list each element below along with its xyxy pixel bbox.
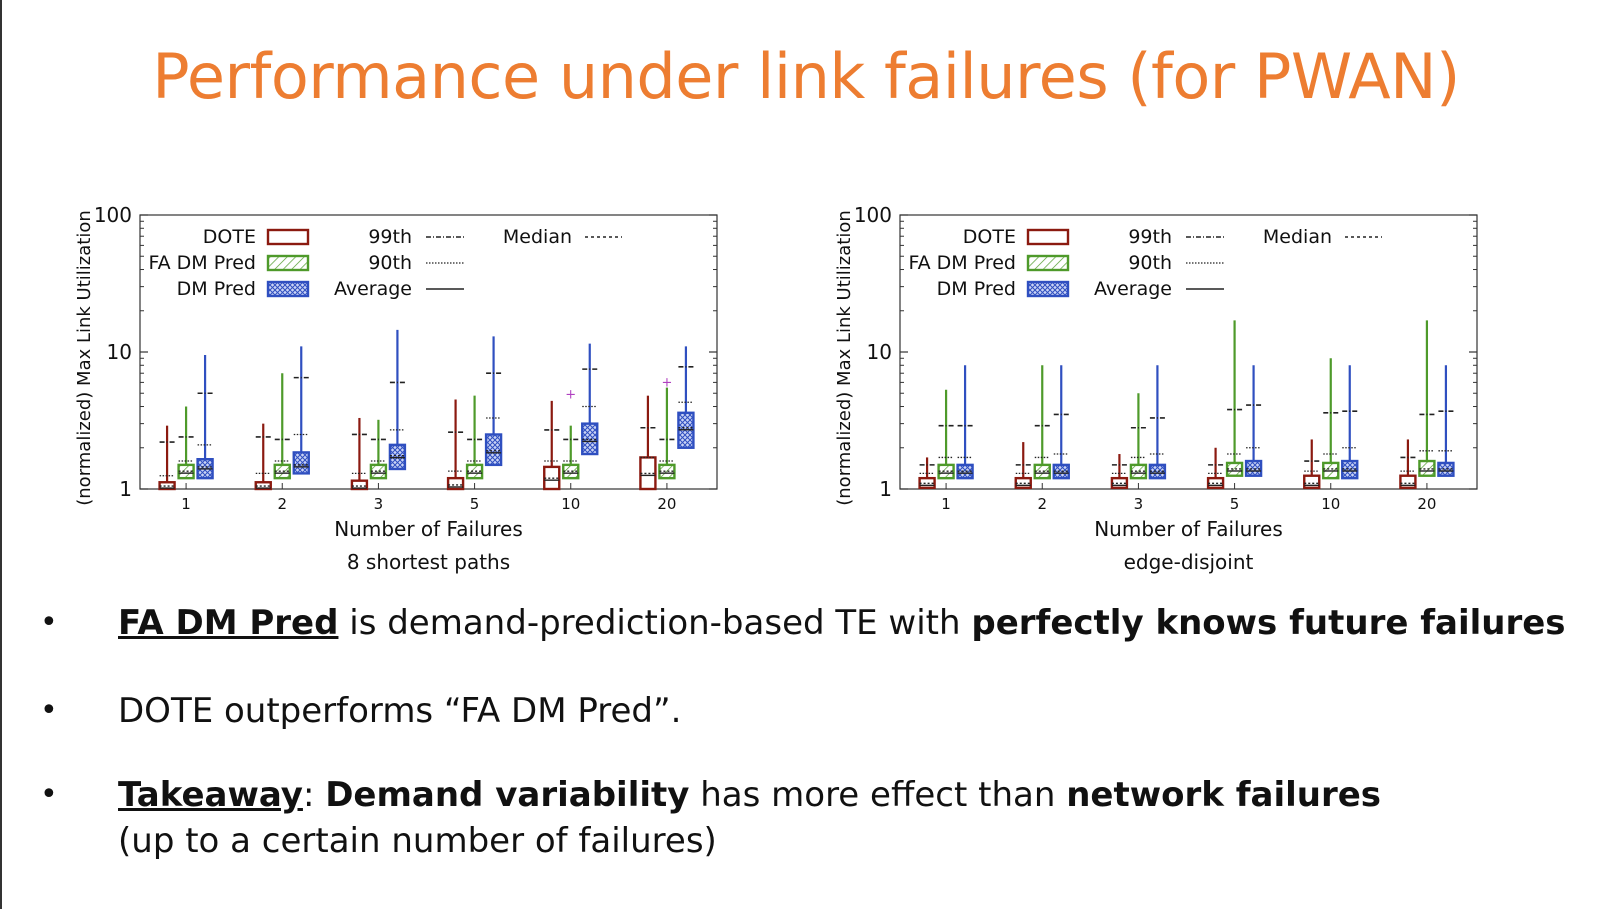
bullet-symbol: • [40,605,58,640]
legend-label: 99th [1128,226,1172,248]
x-tick-label: 20 [657,495,676,513]
box [918,476,936,490]
outlier-marker: + [565,387,576,402]
legend-swatch [1026,280,1070,298]
legend-label: DM Pred [937,278,1016,300]
y-tick-label: 100 [94,203,132,227]
bullet-text: has more effect than [689,775,1067,815]
legend-label: FA DM Pred [148,252,256,274]
legend-label: Average [334,278,412,300]
legend-swatch [1026,228,1070,246]
x-tick-label: 1 [181,495,191,513]
bullet-symbol: • [40,693,58,728]
x-tick-label: 2 [277,495,287,513]
x-tick-label: 20 [1417,495,1436,513]
slide-title: Performance under link failures (for PWA… [152,40,1460,113]
x-tick-label: 3 [374,495,384,513]
legend-swatch [266,254,310,272]
legend-label: Average [1094,278,1172,300]
x-axis-label: Number of Failures [334,517,523,541]
legend-swatch [266,228,310,246]
legend-label: 99th [368,226,412,248]
legend-label: FA DM Pred [908,252,1016,274]
box [937,463,955,480]
bullet-continuation: (up to a certain number of failures) [118,821,717,861]
y-tick-label: 10 [107,340,132,364]
x-tick-label: 10 [561,495,580,513]
y-tick-label: 1 [879,477,892,501]
x-tick-label: 5 [1230,495,1240,513]
bullet-item-2: • DOTE outperforms “FA DM Pred”. [38,688,681,734]
legend-label: Median [503,226,572,248]
bullet-item-1: • FA DM Pred is demand-prediction-based … [38,600,1566,646]
legend-label: Median [1263,226,1332,248]
box [1129,463,1148,480]
bullet-emphasis: Demand variability [325,775,690,815]
box [484,433,503,467]
x-axis-label: Number of Failures [1094,517,1283,541]
chart-edge-disjoint: 1 10 100(normalized) Max Link Utilization 1… [834,203,1478,574]
box [956,463,974,480]
box [1110,476,1129,490]
legend-label: DOTE [203,226,256,248]
box [446,476,465,491]
bullet-emphasis: network failures [1066,775,1382,815]
x-tick-label: 2 [1037,495,1047,513]
outlier-marker: + [661,375,672,390]
term-takeaway: Takeaway [118,775,303,815]
box [292,451,310,475]
y-tick-label: 100 [854,203,892,227]
chart-shortest-paths: 1 10 100(normalized) Max Link Utilization 1… [74,203,718,574]
legend-label: DM Pred [177,278,256,300]
legend-swatch [266,280,310,298]
legend-label: DOTE [963,226,1016,248]
term-fa-dm-pred: FA DM Pred [118,603,339,643]
box [1303,474,1321,490]
y-tick-label: 10 [867,340,892,364]
y-axis-label: (normalized) Max Link Utilization [74,210,95,506]
box [1399,474,1417,490]
legend-label: 90th [1128,252,1172,274]
bullet-text: is demand-prediction-based TE with [338,603,972,643]
slide-edge [0,0,2,909]
bullet-item-3: • Takeaway: Demand variability has more … [38,772,1381,864]
x-tick-label: 1 [941,495,951,513]
chart-subtitle: edge-disjoint [1124,550,1254,574]
bullet-emphasis: perfectly knows future failures [971,603,1566,643]
legend-label: 90th [368,252,412,274]
bullet-symbol: • [40,777,58,812]
y-tick-label: 1 [119,477,132,501]
legend-swatch [1026,254,1070,272]
y-axis-label: (normalized) Max Link Utilization [834,210,855,506]
box [1148,463,1167,480]
chart-subtitle: 8 shortest paths [347,550,510,574]
box [388,443,407,471]
box [350,479,369,491]
bullet-text: DOTE outperforms “FA DM Pred”. [118,691,682,731]
bullet-text: : [302,775,326,815]
x-tick-label: 3 [1134,495,1144,513]
x-tick-label: 10 [1321,495,1340,513]
x-tick-label: 5 [470,495,480,513]
